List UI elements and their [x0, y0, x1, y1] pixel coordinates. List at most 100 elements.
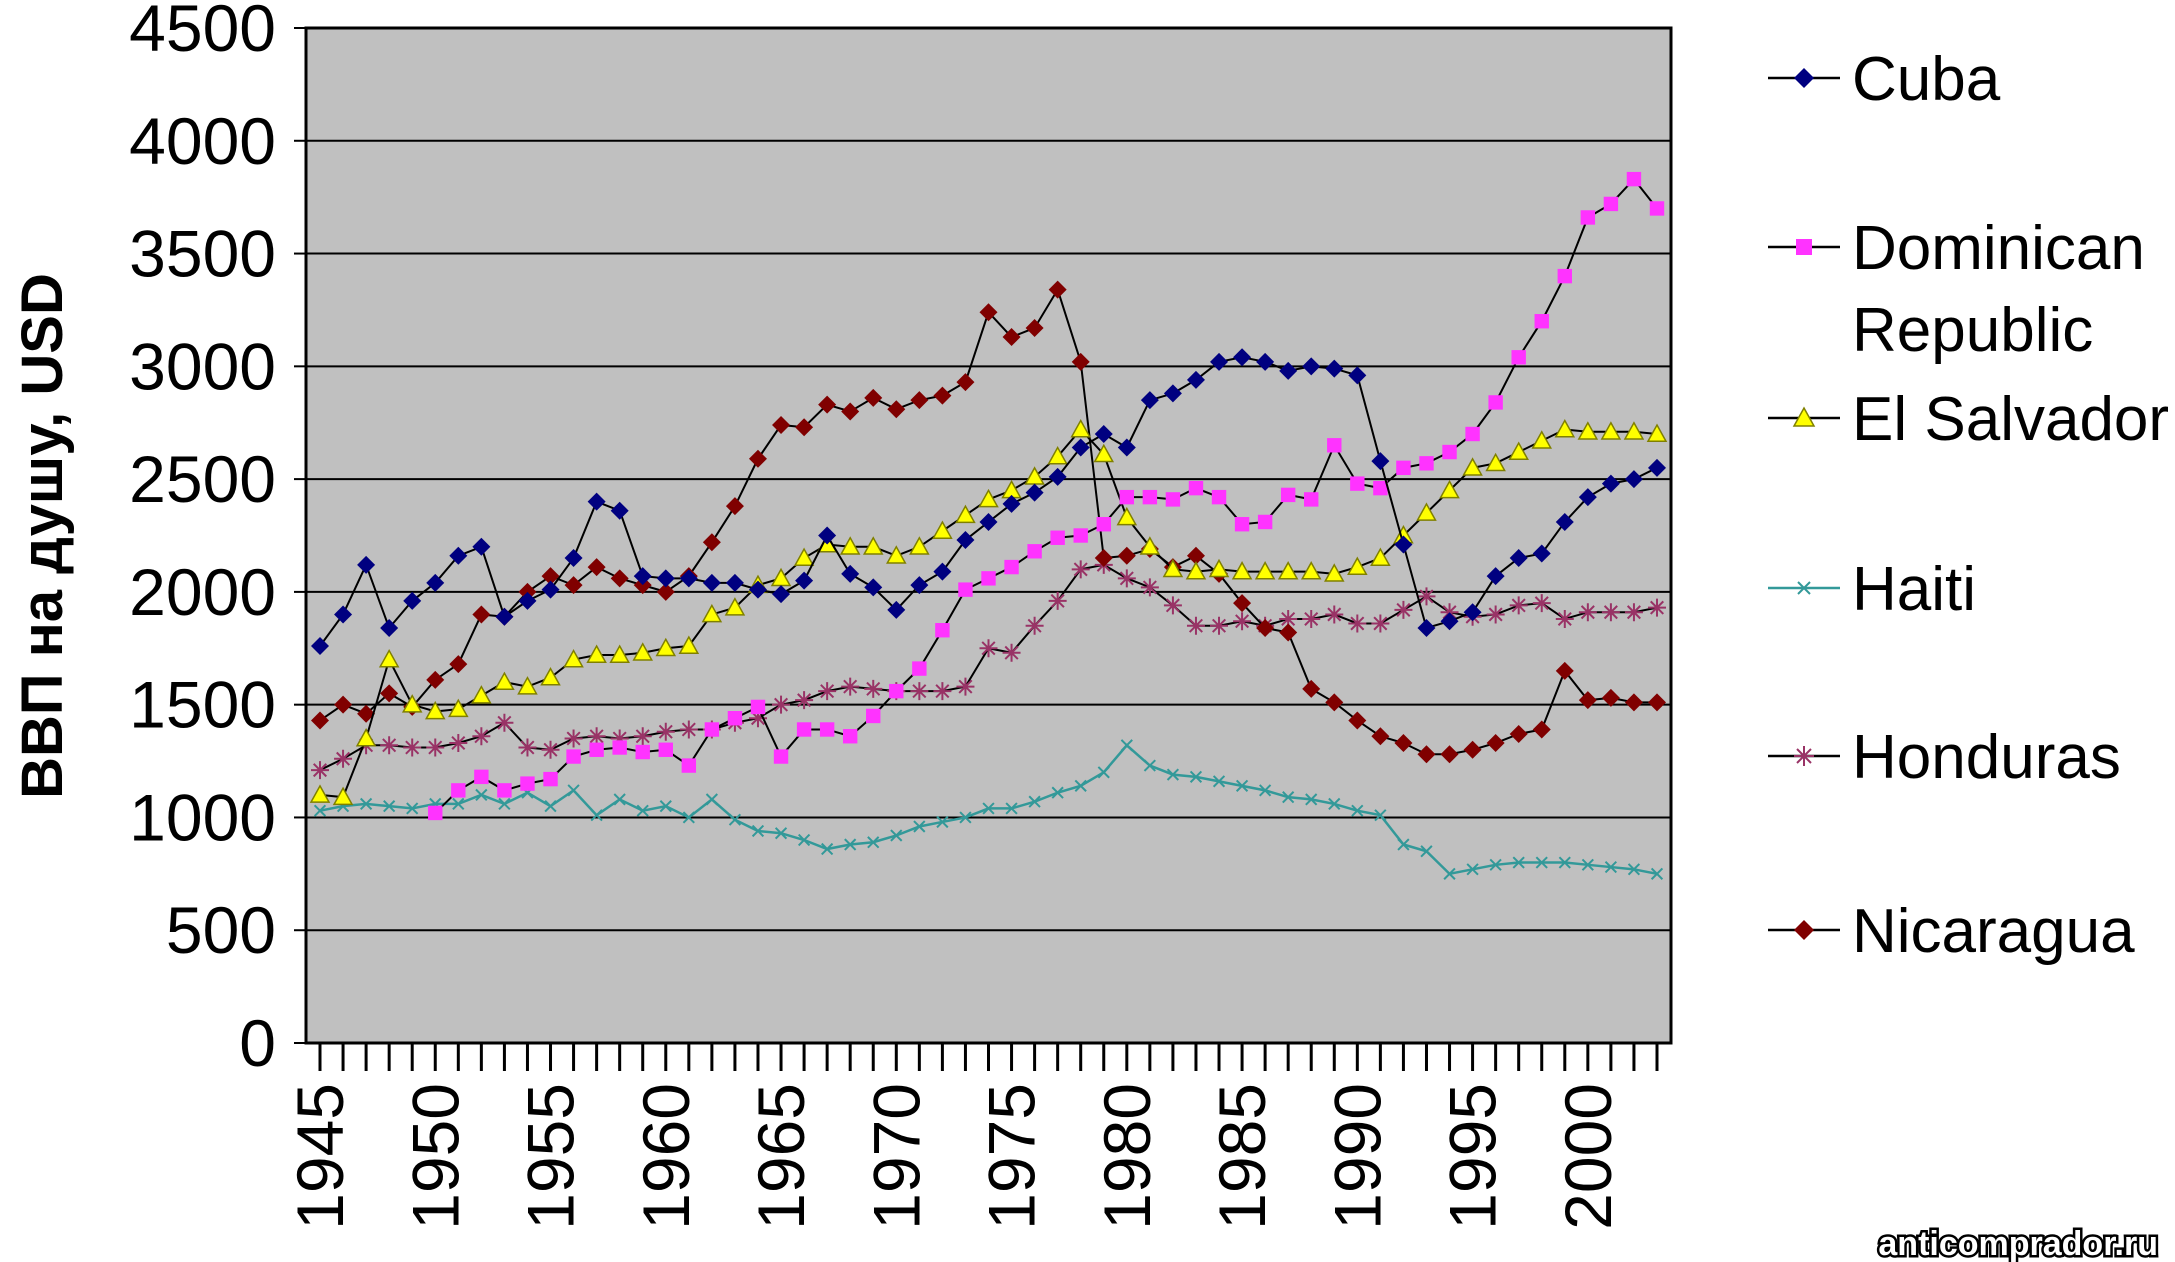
data-point	[590, 809, 603, 822]
x-tick-label: 1960	[629, 1083, 703, 1230]
data-point	[540, 667, 561, 686]
data-point	[1212, 775, 1226, 788]
data-point	[1142, 489, 1158, 505]
data-point	[912, 661, 927, 676]
data-point	[451, 783, 466, 798]
data-point	[1394, 600, 1413, 619]
data-point	[1348, 366, 1367, 385]
data-point	[380, 684, 399, 703]
data-point	[613, 793, 626, 806]
data-point	[864, 388, 883, 407]
data-point	[1532, 720, 1551, 739]
data-point	[474, 769, 489, 785]
data-point	[311, 761, 329, 780]
data-point	[1486, 567, 1505, 586]
data-point	[1186, 370, 1205, 389]
data-point	[1097, 766, 1110, 779]
data-point	[1649, 201, 1665, 216]
x-tick-label: 1950	[398, 1083, 472, 1230]
data-point	[910, 576, 929, 595]
data-point	[772, 585, 791, 604]
data-point	[1648, 458, 1666, 477]
data-point	[1189, 770, 1203, 783]
data-point	[1096, 517, 1111, 532]
data-point	[1794, 68, 1814, 88]
data-point	[727, 711, 743, 726]
data-point	[772, 415, 791, 434]
data-point	[1601, 688, 1620, 707]
data-point	[1025, 318, 1044, 337]
data-point	[1324, 563, 1345, 582]
data-point	[913, 820, 926, 833]
data-point	[886, 545, 907, 564]
data-point	[748, 709, 767, 728]
data-point	[452, 797, 465, 811]
data-point	[1259, 784, 1272, 797]
watermark-text: anticomprador.ru	[1878, 1225, 2158, 1262]
data-point	[1025, 616, 1044, 635]
data-point	[383, 800, 396, 813]
data-point	[1578, 488, 1597, 507]
data-point	[1557, 268, 1572, 284]
data-point	[1531, 430, 1553, 449]
data-point	[1466, 863, 1479, 876]
data-point	[475, 788, 488, 801]
data-point	[956, 677, 975, 696]
data-point	[609, 644, 630, 663]
x-tick-label: 1945	[283, 1083, 357, 1230]
data-point	[610, 501, 629, 520]
data-point	[1348, 614, 1367, 633]
data-point	[751, 824, 765, 838]
data-point	[725, 497, 744, 516]
data-point	[1371, 727, 1390, 746]
data-point	[933, 682, 952, 701]
data-point	[633, 576, 652, 595]
data-point	[933, 386, 952, 405]
data-point	[705, 793, 718, 806]
data-point	[1305, 793, 1318, 806]
data-point	[1509, 724, 1528, 743]
data-point	[933, 562, 952, 581]
data-point	[544, 800, 557, 813]
data-point	[982, 802, 995, 815]
data-point	[1351, 804, 1364, 817]
data-point	[956, 531, 975, 550]
data-point	[1302, 609, 1321, 628]
data-point	[406, 802, 419, 815]
legend-label: Republic	[1852, 296, 2093, 365]
data-point	[656, 569, 675, 588]
data-point	[887, 600, 906, 619]
data-point	[1233, 594, 1252, 613]
data-point	[1463, 740, 1482, 759]
data-point	[1185, 561, 1207, 580]
data-point	[1002, 643, 1021, 662]
data-point	[795, 691, 814, 710]
data-point	[1094, 425, 1113, 443]
data-point	[1302, 679, 1321, 698]
data-point	[1234, 517, 1250, 532]
data-point	[1117, 569, 1136, 588]
data-point	[910, 391, 929, 410]
y-axis-ticks: 0 500 1000 1500 2000 2500 3000 3500 4000 4500	[129, 0, 306, 1080]
data-point	[378, 649, 400, 668]
data-point	[309, 784, 331, 803]
data-point	[910, 682, 929, 701]
data-point	[1071, 560, 1090, 579]
data-point	[1558, 856, 1571, 869]
data-point	[1555, 661, 1574, 680]
legend-label: Haiti	[1852, 555, 1976, 624]
data-point	[1797, 581, 1811, 595]
data-point	[704, 722, 720, 737]
data-point	[311, 711, 329, 730]
data-point	[1600, 421, 1622, 440]
data-point	[1603, 196, 1619, 212]
data-point	[633, 567, 652, 586]
data-point	[1208, 558, 1230, 578]
data-point	[564, 576, 583, 595]
data-point	[334, 605, 353, 624]
legend-label: Dominican	[1852, 214, 2145, 283]
data-point	[818, 395, 837, 414]
data-point	[702, 533, 721, 552]
data-point	[357, 704, 376, 723]
data-point	[1509, 549, 1528, 568]
